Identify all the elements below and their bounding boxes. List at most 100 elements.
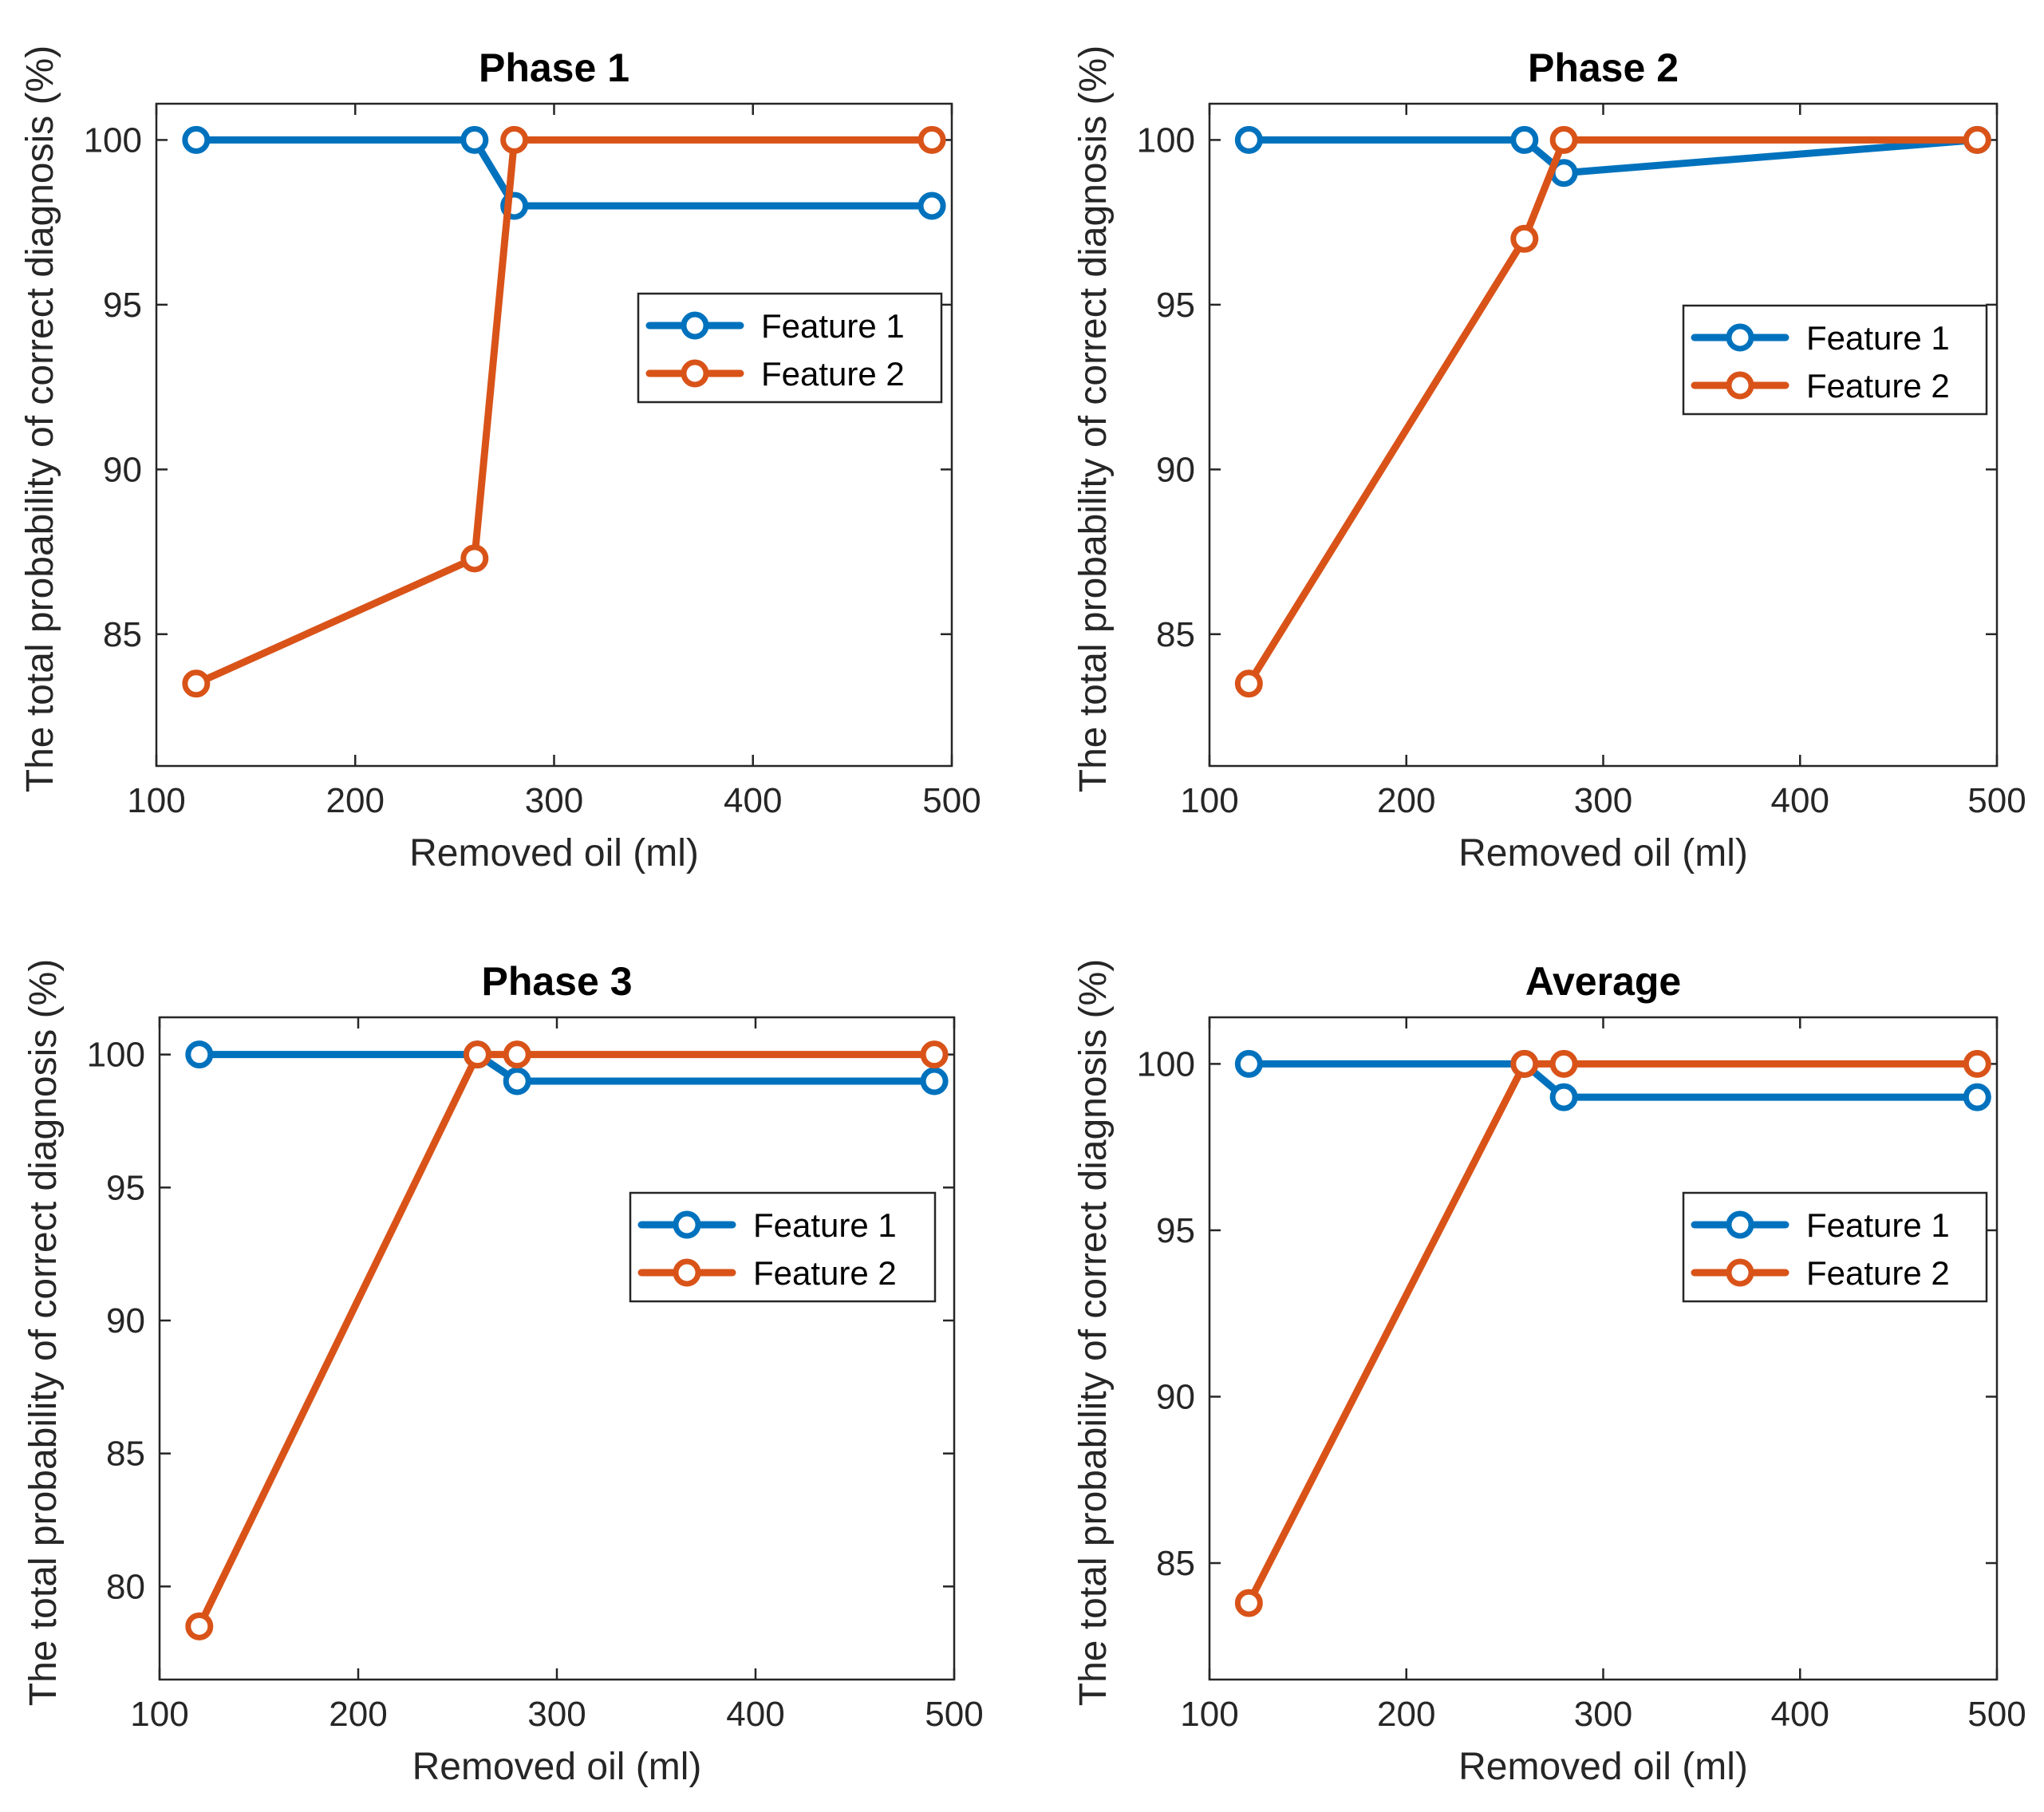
- legend: Feature 1 Feature 2: [629, 1191, 937, 1303]
- legend-marker-feature-1: [1726, 323, 1754, 352]
- series-line-feature-1: [192, 136, 936, 210]
- y-tick-label: 85: [106, 1435, 145, 1474]
- y-tick-label: 85: [103, 615, 142, 654]
- data-point-feature-1: [182, 125, 211, 154]
- data-point-feature-1: [1234, 125, 1263, 154]
- x-tick-label: 300: [1574, 781, 1632, 820]
- plot-area: [1208, 1016, 1999, 1681]
- data-point-feature-2: [1963, 125, 1991, 154]
- x-tick-label: 400: [1771, 781, 1829, 820]
- series-line-feature-2: [1245, 1060, 1981, 1607]
- y-tick-label: 100: [84, 120, 142, 160]
- legend-label-feature-2: Feature 2: [1806, 1254, 1950, 1292]
- x-tick-label: 300: [1574, 1695, 1632, 1734]
- legend-label-feature-2: Feature 2: [1806, 367, 1950, 405]
- data-point-feature-2: [1234, 1589, 1263, 1617]
- legend-label-feature-2: Feature 2: [761, 355, 905, 393]
- y-tick-label: 85: [1156, 615, 1195, 654]
- y-tick-label: 90: [103, 450, 142, 489]
- chart-title: Average: [1525, 959, 1681, 1004]
- legend-marker-feature-1: [1726, 1210, 1754, 1239]
- legend-label-feature-1: Feature 1: [1806, 1206, 1950, 1244]
- x-tick-label: 200: [1377, 781, 1435, 820]
- x-tick-label: 400: [724, 781, 782, 820]
- x-axis-label: Removed oil (ml): [1458, 1746, 1748, 1788]
- x-tick-label: 500: [1967, 1695, 2026, 1734]
- series-line-feature-1: [1245, 1060, 1981, 1101]
- data-point-feature-1: [503, 1067, 531, 1095]
- x-tick-label: 100: [127, 781, 185, 820]
- legend-marker-feature-2: [1726, 371, 1754, 400]
- legend-label-feature-1: Feature 1: [1806, 319, 1950, 357]
- y-tick-label: 95: [1156, 286, 1195, 325]
- data-point-feature-1: [920, 1067, 949, 1095]
- y-tick-label: 80: [106, 1567, 145, 1606]
- data-point-feature-2: [463, 1040, 491, 1069]
- x-tick-label: 200: [1377, 1695, 1435, 1734]
- y-tick-label: 90: [106, 1301, 145, 1340]
- x-tick-label: 300: [527, 1695, 586, 1734]
- legend-marker-feature-2: [673, 1258, 701, 1287]
- series-line-feature-2: [1245, 136, 1981, 688]
- x-axis-label: Removed oil (ml): [409, 832, 699, 874]
- data-point-feature-2: [503, 1040, 531, 1069]
- y-tick-label: 85: [1156, 1544, 1195, 1583]
- x-tick-label: 100: [1180, 1695, 1238, 1734]
- y-tick-label: 95: [103, 286, 142, 325]
- x-tick-label: 500: [925, 1695, 983, 1734]
- data-point-feature-1: [185, 1040, 214, 1069]
- x-tick-label: 200: [326, 781, 385, 820]
- chart-title: Phase 3: [481, 959, 632, 1004]
- legend: Feature 1 Feature 2: [637, 292, 943, 404]
- plot-area: [1208, 102, 1999, 768]
- chart-title: Phase 2: [1528, 45, 1679, 90]
- legend: Feature 1 Feature 2: [1682, 304, 1988, 416]
- data-point-feature-1: [1963, 1083, 1991, 1111]
- x-tick-label: 400: [1771, 1695, 1829, 1734]
- legend: Feature 1 Feature 2: [1682, 1191, 1988, 1303]
- series-line-feature-2: [195, 1051, 938, 1630]
- y-axis-label: The total probability of correct diagnos…: [1072, 45, 1115, 792]
- data-point-feature-2: [1510, 1049, 1539, 1078]
- chart-panel-1: 100 200 300 400 500 85 90 95 100 Phase 1 Removed o…: [19, 45, 981, 874]
- legend-label-feature-1: Feature 1: [761, 307, 905, 345]
- y-axis-label: The total probability of correct diagnos…: [19, 45, 61, 792]
- series-line-feature-1: [1245, 136, 1981, 177]
- chart-panel-3: 100 200 300 400 500 80 85 90 95 100 Phase 3 Removed…: [22, 959, 984, 1788]
- data-point-feature-1: [1510, 125, 1539, 154]
- y-tick-label: 95: [106, 1168, 145, 1207]
- x-axis-label: Removed oil (ml): [1458, 832, 1748, 874]
- chart-panel-4: 100 200 300 400 500 85 90 95 100 Average Removed o…: [1072, 959, 2026, 1788]
- data-point-feature-2: [1549, 1049, 1578, 1078]
- series-line-feature-1: [195, 1051, 938, 1085]
- legend-marker-feature-2: [681, 359, 709, 388]
- x-tick-label: 500: [1967, 781, 2026, 820]
- data-point-feature-2: [1549, 125, 1578, 154]
- y-axis-label: The total probability of correct diagnos…: [1072, 959, 1115, 1706]
- plot-area: [158, 1016, 956, 1681]
- x-tick-label: 100: [1180, 781, 1238, 820]
- data-point-feature-2: [920, 1040, 949, 1069]
- y-tick-label: 100: [1137, 1044, 1195, 1084]
- x-tick-label: 200: [329, 1695, 387, 1734]
- data-point-feature-2: [500, 125, 529, 154]
- y-tick-label: 100: [87, 1036, 145, 1075]
- y-tick-label: 90: [1156, 450, 1195, 489]
- x-tick-label: 400: [726, 1695, 784, 1734]
- y-tick-label: 90: [1156, 1377, 1195, 1416]
- data-point-feature-2: [1963, 1049, 1991, 1078]
- data-point-feature-1: [917, 191, 946, 220]
- plot-area: [155, 102, 953, 768]
- x-tick-label: 300: [525, 781, 583, 820]
- y-tick-label: 100: [1137, 120, 1195, 160]
- data-point-feature-2: [1234, 669, 1263, 698]
- x-tick-label: 500: [922, 781, 981, 820]
- data-point-feature-2: [1510, 224, 1539, 253]
- x-axis-label: Removed oil (ml): [412, 1746, 702, 1788]
- legend-marker-feature-1: [681, 311, 709, 340]
- y-tick-label: 95: [1156, 1211, 1195, 1250]
- data-point-feature-1: [460, 125, 489, 154]
- chart-title: Phase 1: [479, 45, 629, 90]
- series-line-feature-2: [192, 136, 936, 688]
